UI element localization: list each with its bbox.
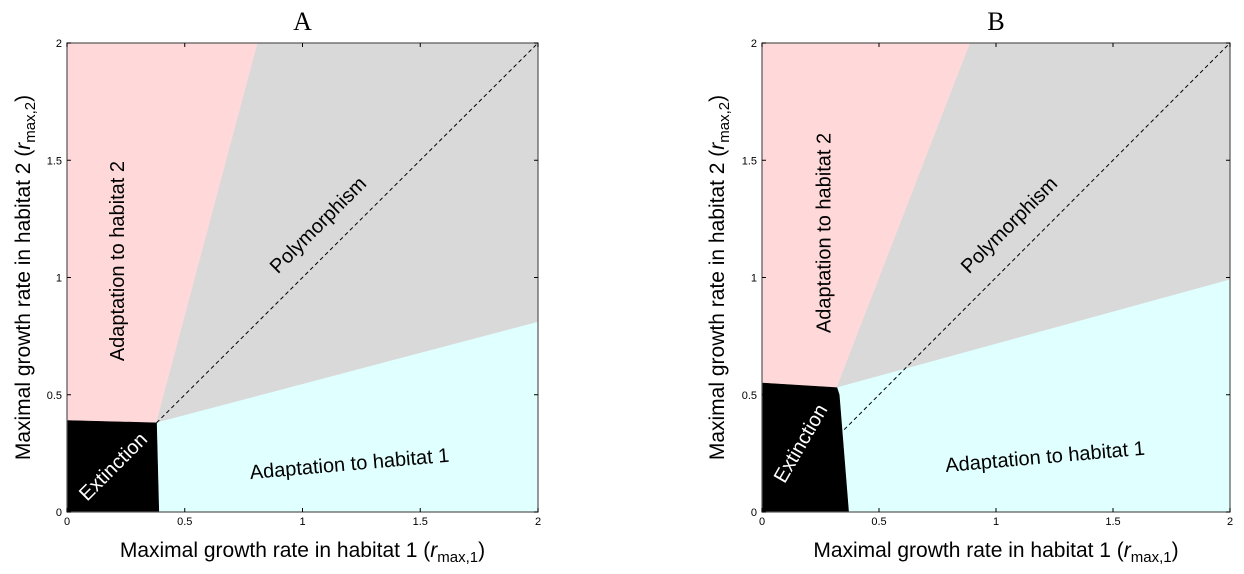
y-tick-label: 0	[751, 507, 757, 519]
panel-A: 0 0.5 1 1.5 2 0 0.5 1 1.5 2 A Maximal growth rate i…	[12, 7, 541, 566]
diagonal-dashed-line	[156, 42, 539, 424]
y-tick-label: 0.5	[47, 390, 62, 402]
y-tick-label: 1.5	[47, 155, 62, 167]
x-tick-label: 0	[64, 516, 70, 528]
y-tick-label: 0.5	[742, 390, 757, 402]
x-tick-label: 1	[993, 516, 999, 528]
x-tick-label: 1	[299, 516, 305, 528]
x-tick-label: 1.5	[413, 516, 428, 528]
panel-title: B	[987, 7, 1004, 36]
y-tick-label: 2	[56, 38, 62, 50]
x-tick-label: 2	[535, 516, 541, 528]
y-tick-label: 1	[56, 273, 62, 285]
y-axis-label: Maximal growth rate in habitat 2 (rmax,2…	[706, 95, 733, 460]
x-axis-label: Maximal growth rate in habitat 1 (rmax,1…	[813, 539, 1178, 566]
x-tick-label: 1.5	[1105, 516, 1120, 528]
y-axis-label: Maximal growth rate in habitat 2 (rmax,2…	[12, 95, 39, 460]
y-tick-label: 1.5	[742, 155, 757, 167]
y-tick-label: 1	[751, 273, 757, 285]
panel-title: A	[293, 7, 312, 36]
x-tick-label: 2	[1227, 516, 1233, 528]
panel-B: 0 0.5 1 1.5 2 0 0.5 1 1.5 2 B Maximal growth rate i…	[706, 7, 1233, 566]
x-tick-label: 0	[759, 516, 765, 528]
x-axis-label: Maximal growth rate in habitat 1 (rmax,1…	[120, 539, 485, 566]
diagonal-dashed-line	[838, 42, 1231, 435]
annotation-adaptation-to-habitat-2: Adaptation to habitat 2	[813, 133, 835, 333]
annotation-adaptation-to-habitat-2: Adaptation to habitat 2	[107, 161, 129, 361]
x-tick-label: 0.5	[177, 516, 192, 528]
x-tick-label: 0.5	[871, 516, 886, 528]
y-tick-label: 0	[56, 507, 62, 519]
y-tick-label: 2	[751, 38, 757, 50]
